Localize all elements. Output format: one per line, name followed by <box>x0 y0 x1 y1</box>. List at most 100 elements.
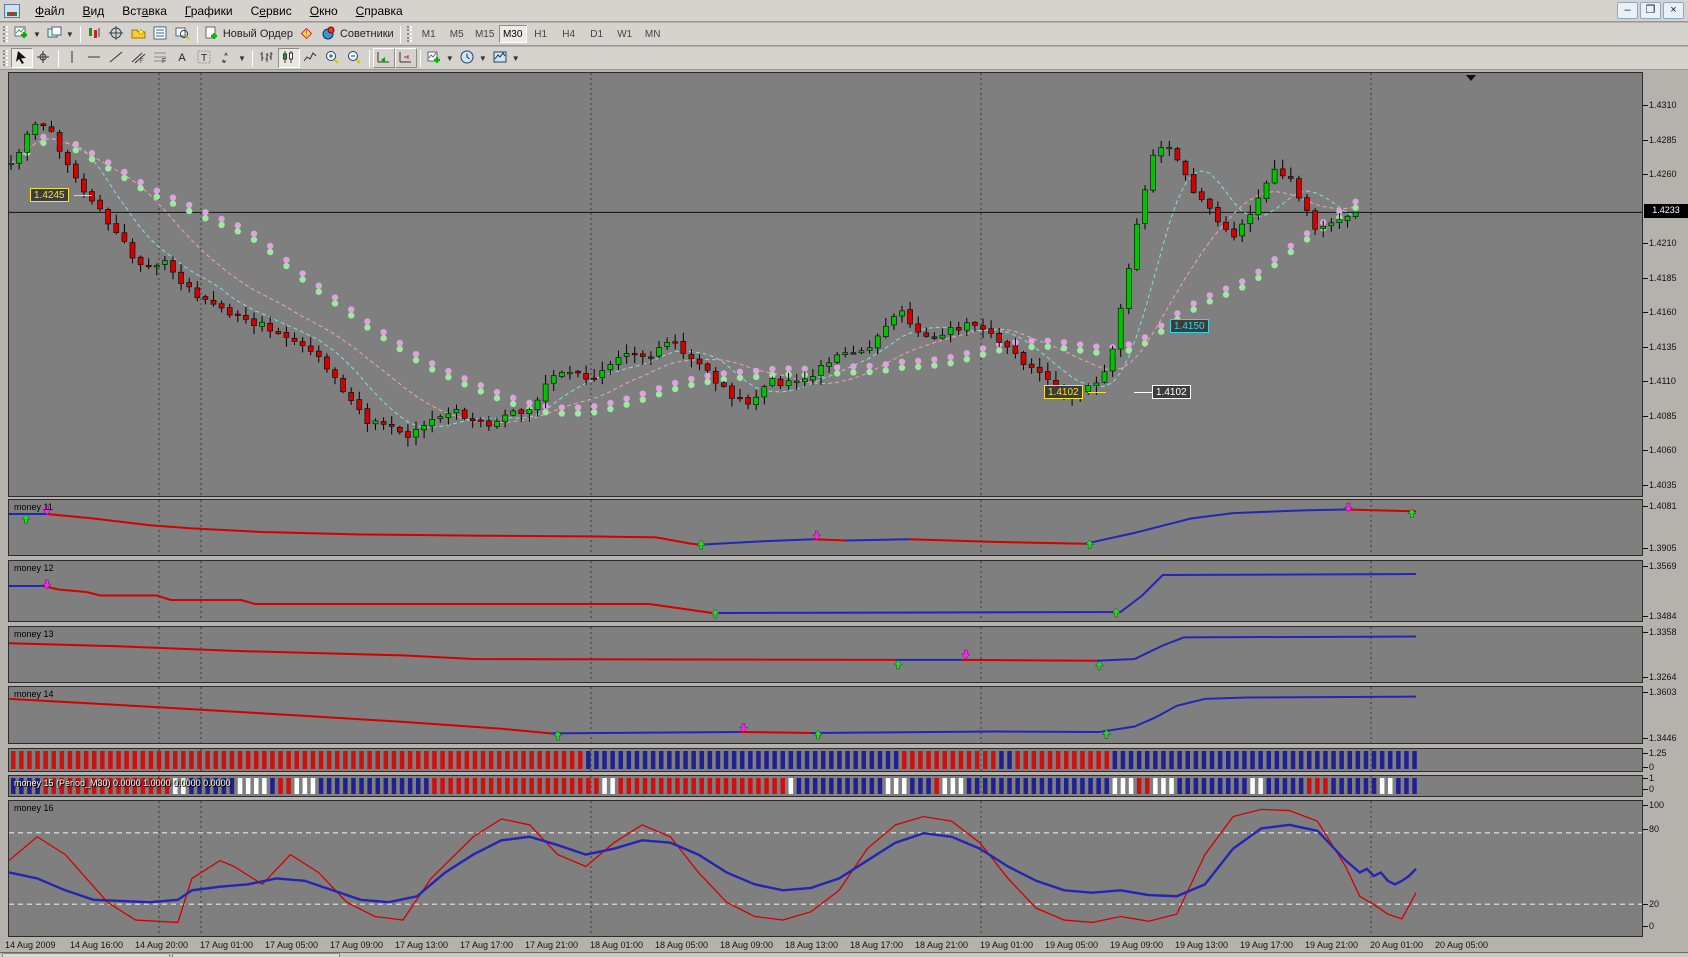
indicator-label-money11: money 11 <box>14 502 53 512</box>
new-order-button[interactable]: Новый Ордер <box>201 24 296 44</box>
new-chart-button[interactable]: ▼ <box>11 24 44 44</box>
svg-text:F: F <box>140 59 144 64</box>
horizontal-line-button[interactable] <box>84 48 106 68</box>
price-tag-1.4245[interactable]: 1.4245 <box>30 187 69 202</box>
chart-tabs-strip[interactable] <box>0 952 1688 957</box>
trendline-button[interactable] <box>106 48 128 68</box>
menu-вид[interactable]: Вид <box>82 3 105 18</box>
market-watch-button[interactable] <box>84 24 106 44</box>
price-tag-1.4102[interactable]: 1.4102 <box>1044 385 1083 400</box>
timeframe-m30-button[interactable]: M30 <box>498 25 527 43</box>
toolbar-grip[interactable] <box>3 26 8 42</box>
line-chart-button[interactable] <box>300 48 322 68</box>
text-button[interactable]: A <box>172 48 194 68</box>
indicator-scale-label: 1.3569 <box>1649 561 1677 572</box>
dropdown-arrow-icon[interactable]: ▼ <box>478 53 487 63</box>
indicator-scale-label: 80 <box>1649 823 1660 834</box>
timeframe-w1-button[interactable]: W1 <box>617 29 633 40</box>
equidistant-channel-button[interactable]: F <box>128 48 150 68</box>
time-axis-label: 17 Aug 05:00 <box>265 940 319 950</box>
chart-shift-button[interactable] <box>394 48 417 68</box>
timeframe-mn-button[interactable]: MN <box>644 29 661 40</box>
price-tag-connector <box>1134 392 1152 394</box>
chart-tab[interactable] <box>172 953 340 957</box>
data-window-icon <box>108 25 125 43</box>
auto-scroll-button[interactable] <box>372 48 395 68</box>
close-button[interactable]: × <box>1663 2 1684 19</box>
dropdown-arrow-icon[interactable]: ▼ <box>445 53 454 63</box>
timeframe-m15-button[interactable]: M15 <box>474 29 495 40</box>
cursor-icon <box>14 50 30 67</box>
dropdown-arrow-icon[interactable]: ▼ <box>65 29 74 39</box>
indicator-panel-money12[interactable] <box>8 560 1643 622</box>
timeframe-d1-button[interactable]: D1 <box>590 29 604 40</box>
indicator-panel-money11[interactable] <box>8 499 1643 556</box>
metaeditor-button[interactable]: ! <box>296 24 318 44</box>
timeframe-m1-button[interactable]: M1 <box>421 29 436 40</box>
svg-text:!: ! <box>305 29 307 38</box>
periods-button[interactable]: ▼ <box>457 48 490 68</box>
chart-tab[interactable] <box>2 953 170 957</box>
profiles-button[interactable]: ▼ <box>44 24 77 44</box>
time-axis[interactable]: 14 Aug 2009 14 Aug 16:00 14 Aug 20:00 17 Au… <box>0 938 1688 952</box>
zoom-in-button[interactable] <box>322 48 344 68</box>
vertical-line-button[interactable] <box>62 48 84 68</box>
drawing-toolbar: F F A T ▼ ▼ ▼ ▼ <box>0 47 1688 70</box>
data-window-button[interactable] <box>106 24 128 44</box>
menu-вставка[interactable]: Вставка <box>122 3 167 18</box>
fibonacci-button[interactable]: F <box>150 48 172 68</box>
time-axis-label: 19 Aug 09:00 <box>1110 940 1164 950</box>
time-axis-label: 20 Aug 05:00 <box>1435 940 1489 950</box>
price-scale-label: 1.4035 <box>1649 479 1677 490</box>
indicators-button[interactable]: ▼ <box>424 48 457 68</box>
timeframe-m5-button[interactable]: M5 <box>449 29 464 40</box>
market-watch-icon <box>87 26 103 43</box>
arrows-button[interactable]: ▼ <box>216 48 249 68</box>
expert-advisors-button[interactable]: Советники <box>318 24 397 44</box>
price-tag-1.4102[interactable]: 1.4102 <box>1152 385 1191 400</box>
time-axis-label: 20 Aug 01:00 <box>1370 940 1424 950</box>
timeframe-h4-button[interactable]: H4 <box>562 29 576 40</box>
timeframe-h1-button[interactable]: H1 <box>534 29 548 40</box>
vline-icon <box>65 50 81 67</box>
indicator-scale-label: 0 <box>1649 761 1655 772</box>
indicator-panel-money14[interactable] <box>8 686 1643 744</box>
time-axis-label: 19 Aug 13:00 <box>1175 940 1229 950</box>
text-label-button[interactable]: T <box>194 48 216 68</box>
indicator-panel-money15a[interactable] <box>8 748 1643 772</box>
indicator-label-money15: money 15 (Period_M30) 0.0000 1.0000 0.00… <box>14 778 231 788</box>
navigator-button[interactable] <box>128 24 150 44</box>
restore-button[interactable]: ❐ <box>1640 2 1661 19</box>
minimize-button[interactable]: – <box>1617 2 1638 19</box>
price-tag-1.4150[interactable]: 1.4150 <box>1170 319 1209 334</box>
toolbar-grip[interactable] <box>3 50 8 66</box>
crosshair-button[interactable] <box>33 48 55 68</box>
menu-сервис[interactable]: Сервис <box>250 3 292 18</box>
indicator-scale-label: 20 <box>1649 899 1660 910</box>
indicator-panel-money15[interactable] <box>8 775 1643 797</box>
indicator-scale-label: 1.3603 <box>1649 686 1677 697</box>
main-price-chart[interactable] <box>8 72 1643 497</box>
indicator-panel-money16[interactable] <box>8 800 1643 937</box>
tick-mark <box>1643 450 1648 452</box>
templates-button[interactable]: ▼ <box>490 48 523 68</box>
crosshair-icon <box>36 50 52 67</box>
toolbar-grip[interactable] <box>406 26 412 42</box>
price-scale-label: 1.4310 <box>1649 100 1677 110</box>
time-axis-label: 19 Aug 01:00 <box>980 940 1034 950</box>
terminal-button[interactable] <box>150 24 172 44</box>
indicator-panel-money13[interactable] <box>8 626 1643 683</box>
menu-файл[interactable]: Файл <box>35 3 65 18</box>
time-axis-label: 14 Aug 20:00 <box>135 940 189 950</box>
bar-chart-button[interactable] <box>256 48 278 68</box>
dropdown-arrow-icon[interactable]: ▼ <box>238 53 246 63</box>
strategy-tester-button[interactable] <box>172 24 194 44</box>
dropdown-arrow-icon[interactable]: ▼ <box>511 53 520 63</box>
menu-справка[interactable]: Справка <box>355 3 403 18</box>
dropdown-arrow-icon[interactable]: ▼ <box>33 29 41 39</box>
menu-графики[interactable]: Графики <box>184 3 233 18</box>
candlestick-button[interactable] <box>277 48 300 68</box>
zoom-out-button[interactable] <box>344 48 366 68</box>
cursor-button[interactable] <box>11 48 33 68</box>
menu-окно[interactable]: Окно <box>309 3 338 18</box>
